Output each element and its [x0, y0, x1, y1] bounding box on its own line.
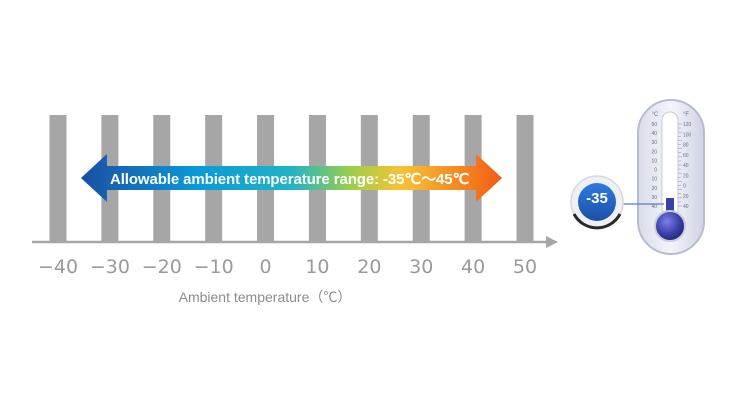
- tick-label: 0: [260, 256, 272, 278]
- thermometer-reading: -35: [586, 190, 608, 207]
- temperature-reading-badge: [570, 175, 624, 230]
- tick-label: 40: [461, 256, 485, 278]
- tick-label: −30: [90, 256, 130, 278]
- thermometer-scale-label: 20: [683, 194, 689, 200]
- thermometer-scale-label: 0: [654, 168, 657, 174]
- temperature-bar: [49, 115, 67, 242]
- thermometer-scale-fahrenheit: 120 100 80 60 40 20 0 20 40: [683, 122, 692, 210]
- thermometer-scale-label: 20: [651, 149, 657, 155]
- thermometer-scale-label: 80: [683, 143, 689, 149]
- thermometer-scale-label: 40: [651, 131, 657, 137]
- thermometer-scale-label: 10: [651, 177, 657, 183]
- thermometer-scale-celsius: 50 40 30 20 10 0 10 20 30 40: [651, 122, 657, 210]
- tick-label: −10: [194, 256, 234, 278]
- thermometer-scale-label: 120: [683, 122, 692, 128]
- thermometer-scale-label: 10: [651, 158, 657, 164]
- allowable-range-arrow: [80, 154, 503, 202]
- celsius-unit-label: °C: [652, 112, 659, 118]
- tick-label: −20: [142, 256, 182, 278]
- thermometer-scale-label: 0: [683, 184, 686, 190]
- tick-label: 50: [513, 256, 537, 278]
- thermometer-bulb: [654, 210, 686, 242]
- thermometer-mercury: [666, 198, 674, 220]
- allowable-range-label: Allowable ambient temperature range: -35…: [110, 171, 470, 188]
- thermometer-scale-label: 50: [651, 122, 657, 128]
- thermometer-scale-label: 30: [651, 140, 657, 146]
- x-axis-title: Ambient temperature（℃）: [178, 289, 352, 305]
- temperature-bar: [516, 115, 534, 242]
- thermometer-scale-label: 40: [683, 204, 689, 210]
- thermometer-scale-label: 20: [683, 173, 689, 179]
- x-axis-arrowhead: [546, 236, 558, 248]
- thermometer-scale-label: 20: [651, 186, 657, 192]
- tick-label: 10: [305, 256, 329, 278]
- thermometer-scale-label: 40: [683, 163, 689, 169]
- thermometer-scale-label: 60: [683, 153, 689, 159]
- badge-inner-circle: [578, 183, 616, 221]
- badge-dark-arc: [572, 213, 622, 230]
- thermometer-scale-label: 100: [683, 132, 692, 138]
- tick-labels: −40 −30 −20 −10 0 10 20 30 40 50: [38, 256, 537, 278]
- thermometer-scale-label: 30: [651, 195, 657, 201]
- tick-label: −40: [38, 256, 78, 278]
- fahrenheit-unit-label: °F: [683, 112, 689, 118]
- tick-label: 20: [357, 256, 381, 278]
- tick-label: 30: [409, 256, 433, 278]
- thermometer-scale-label: 40: [651, 204, 657, 210]
- thermometer-scale-ticks: [678, 123, 682, 207]
